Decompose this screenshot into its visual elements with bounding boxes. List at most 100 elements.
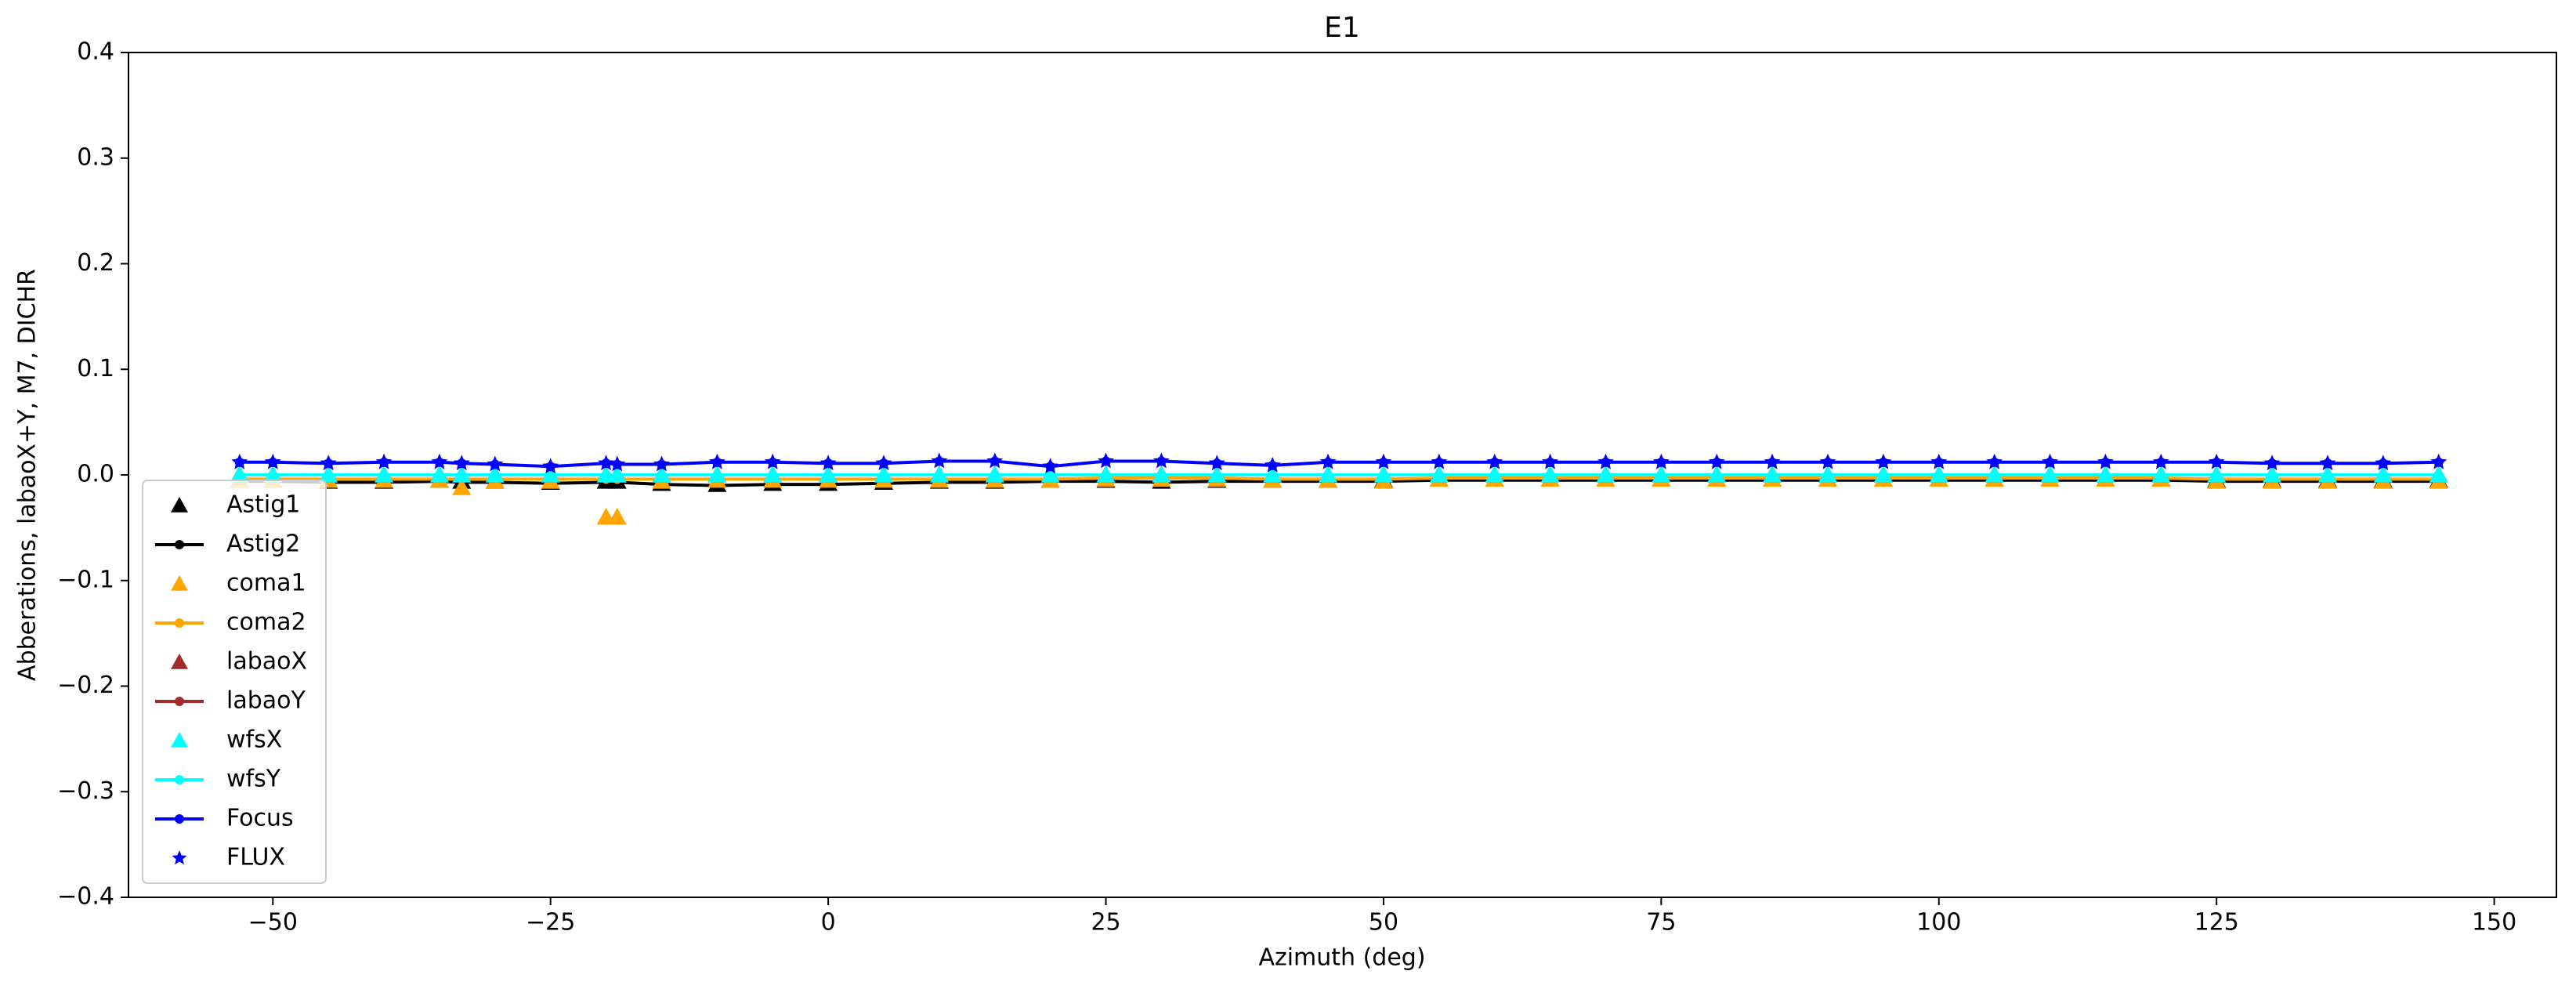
point-marker bbox=[1656, 470, 1666, 480]
star-marker bbox=[931, 452, 948, 469]
star-marker bbox=[1208, 455, 1225, 471]
point-marker bbox=[1601, 470, 1611, 480]
point-marker bbox=[1268, 470, 1278, 480]
point-marker bbox=[879, 470, 889, 480]
star-marker bbox=[875, 455, 892, 471]
point-marker bbox=[2433, 470, 2444, 480]
point-marker bbox=[1101, 470, 1111, 480]
point-marker bbox=[1489, 470, 1500, 480]
point-marker bbox=[934, 470, 944, 480]
legend-box bbox=[142, 480, 327, 884]
point-marker bbox=[268, 470, 278, 480]
point-marker bbox=[2212, 470, 2222, 480]
x-tick-label: −50 bbox=[248, 909, 298, 936]
point-marker bbox=[1878, 470, 1888, 480]
point-marker bbox=[768, 470, 778, 480]
x-tick-label: 100 bbox=[1916, 909, 1961, 936]
legend-marker bbox=[171, 497, 188, 513]
star-marker bbox=[1986, 453, 2003, 469]
point-marker bbox=[601, 470, 611, 480]
legend-marker bbox=[171, 654, 188, 669]
legend-label: wfsY bbox=[226, 766, 281, 793]
point-marker bbox=[1934, 470, 1944, 480]
point-marker bbox=[1823, 470, 1833, 480]
star-marker bbox=[1597, 453, 1614, 469]
triangle-marker bbox=[607, 507, 627, 525]
legend-marker bbox=[175, 540, 184, 549]
star-marker bbox=[487, 455, 504, 472]
star-marker bbox=[1098, 452, 1114, 469]
triangle-marker bbox=[452, 478, 472, 495]
star-marker bbox=[1542, 453, 1559, 469]
star-marker bbox=[231, 453, 248, 469]
point-marker bbox=[2100, 470, 2111, 480]
x-tick-label: 150 bbox=[2472, 909, 2516, 936]
point-marker bbox=[2378, 470, 2388, 480]
star-marker bbox=[453, 455, 470, 471]
star-marker bbox=[1431, 453, 1448, 469]
star-marker bbox=[1652, 453, 1670, 469]
point-marker bbox=[545, 470, 555, 480]
point-marker bbox=[434, 470, 444, 480]
legend-marker bbox=[171, 732, 188, 748]
star-marker bbox=[1319, 453, 1337, 469]
point-marker bbox=[2322, 470, 2332, 480]
legend-label: Astig2 bbox=[226, 531, 300, 558]
star-marker bbox=[609, 455, 626, 472]
legend-marker bbox=[171, 575, 188, 591]
point-marker bbox=[1989, 470, 1999, 480]
star-marker bbox=[2042, 453, 2058, 469]
legend-label: coma1 bbox=[226, 570, 306, 597]
star-marker bbox=[2430, 453, 2448, 469]
star-marker bbox=[1875, 453, 1892, 469]
point-marker bbox=[1434, 470, 1444, 480]
y-tick-label: 0.0 bbox=[77, 461, 114, 488]
x-axis-label: Azimuth (deg) bbox=[1258, 944, 1425, 972]
star-marker bbox=[2263, 455, 2281, 471]
y-tick-label: 0.3 bbox=[77, 143, 114, 171]
star-marker bbox=[764, 453, 781, 469]
point-marker bbox=[234, 470, 244, 480]
star-marker bbox=[1930, 453, 1948, 469]
legend-label: labaoX bbox=[226, 648, 307, 676]
point-marker bbox=[1212, 470, 1222, 480]
y-tick-label: −0.2 bbox=[57, 672, 114, 699]
star-marker bbox=[320, 455, 337, 471]
star-marker bbox=[2152, 453, 2169, 469]
point-marker bbox=[2267, 470, 2278, 480]
y-tick-label: −0.1 bbox=[57, 566, 114, 593]
y-tick-label: 0.4 bbox=[77, 38, 114, 66]
point-marker bbox=[324, 470, 334, 480]
y-tick-label: −0.4 bbox=[57, 883, 114, 911]
star-marker bbox=[1708, 453, 1725, 469]
x-tick-label: 25 bbox=[1091, 909, 1120, 936]
x-tick-label: 125 bbox=[2194, 909, 2239, 936]
point-marker bbox=[1712, 470, 1722, 480]
point-marker bbox=[823, 470, 834, 480]
star-marker bbox=[986, 452, 1004, 469]
x-tick-label: 0 bbox=[821, 909, 836, 936]
point-marker bbox=[1767, 470, 1778, 480]
star-marker bbox=[1486, 453, 1503, 469]
star-marker bbox=[1375, 453, 1392, 469]
star-marker bbox=[375, 453, 393, 469]
plot-frame bbox=[128, 52, 2557, 898]
point-marker bbox=[1323, 470, 1333, 480]
star-marker bbox=[542, 458, 559, 474]
star-marker bbox=[598, 455, 615, 471]
y-tick-label: −0.3 bbox=[57, 777, 114, 805]
point-marker bbox=[657, 470, 667, 480]
legend-label: Astig1 bbox=[226, 491, 300, 519]
star-marker bbox=[264, 453, 281, 469]
legend-marker bbox=[175, 775, 184, 784]
point-marker bbox=[990, 470, 1000, 480]
x-tick-label: 75 bbox=[1646, 909, 1676, 936]
point-marker bbox=[490, 470, 500, 480]
point-marker bbox=[2156, 470, 2166, 480]
star-marker bbox=[819, 455, 837, 471]
legend-label: Focus bbox=[226, 805, 294, 832]
chart-title: E1 bbox=[1324, 12, 1360, 44]
